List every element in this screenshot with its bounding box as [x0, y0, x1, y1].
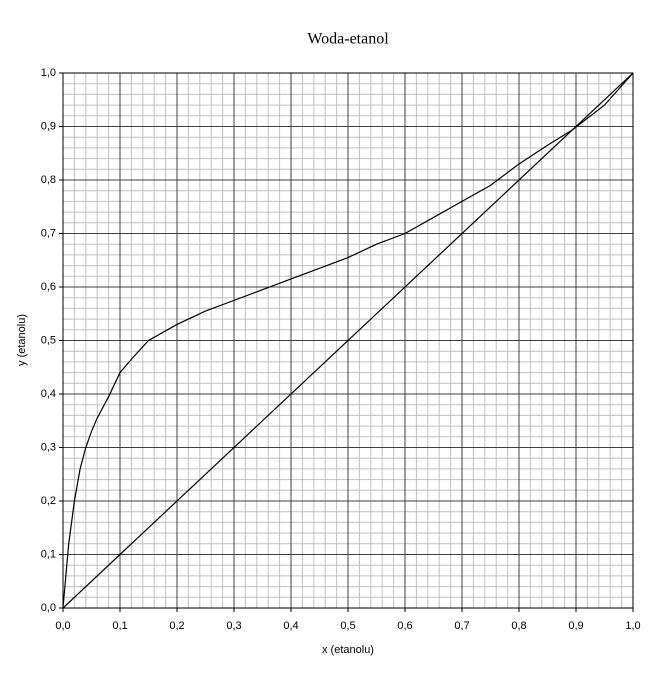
x-axis-title: x (etanolu): [322, 644, 374, 656]
series-line: [62, 72, 634, 609]
y-tick-label: 1,0: [41, 67, 56, 79]
x-tick-label: 0,3: [226, 620, 241, 632]
y-tick-label: 0,5: [41, 334, 56, 346]
x-tick-label: 0,7: [454, 620, 469, 632]
y-tick-label: 0,1: [41, 548, 56, 560]
y-tick-label: 0,6: [41, 281, 56, 293]
y-tick-label: 0,9: [41, 120, 56, 132]
y-tick-label: 0,4: [41, 388, 56, 400]
chart-title: Woda-etanol: [307, 31, 389, 48]
y-tick-label: 0,0: [41, 602, 56, 614]
y-tick-label: 0,3: [41, 441, 56, 453]
y-tick-label: 0,7: [41, 227, 56, 239]
x-tick-label: 0,9: [568, 620, 583, 632]
plot-border: [62, 72, 634, 609]
y-tick-label: 0,8: [41, 174, 56, 186]
x-tick-label: 0,2: [169, 620, 184, 632]
x-tick-label: 0,1: [112, 620, 127, 632]
x-tick-label: 0,0: [55, 620, 70, 632]
x-tick-label: 0,6: [397, 620, 412, 632]
series-line: [62, 72, 634, 609]
x-tick-label: 1,0: [625, 620, 640, 632]
x-tick-label: 0,4: [283, 620, 298, 632]
x-tick-label: 0,8: [511, 620, 526, 632]
x-tick-label: 0,5: [340, 620, 355, 632]
y-tick-label: 0,2: [41, 495, 56, 507]
y-axis-title: y (etanolu): [16, 314, 28, 366]
